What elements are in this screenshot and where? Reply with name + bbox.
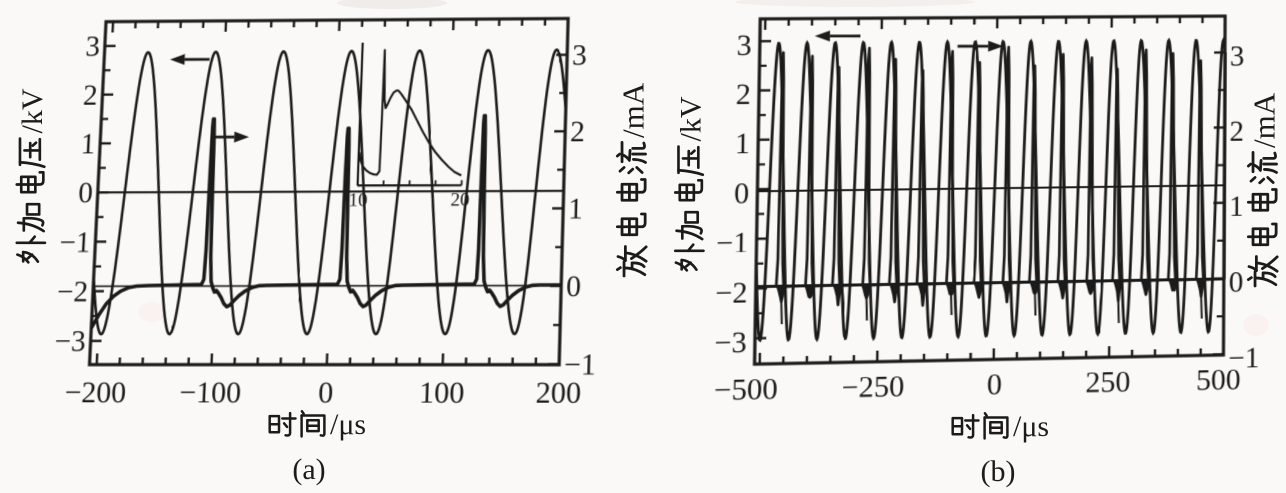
svg-text:(a): (a) (292, 453, 325, 486)
svg-text:0: 0 (78, 177, 94, 210)
svg-text:200: 200 (535, 376, 581, 410)
svg-text:0: 0 (987, 368, 1002, 402)
svg-text:0: 0 (1229, 265, 1244, 298)
svg-text:0: 0 (734, 176, 750, 210)
svg-text:1: 1 (1229, 190, 1244, 223)
svg-text:3: 3 (85, 31, 101, 63)
svg-text:0: 0 (566, 270, 582, 303)
svg-text:20: 20 (450, 190, 470, 211)
svg-text:100: 100 (419, 376, 465, 410)
svg-text:/kV: /kV (675, 96, 708, 141)
svg-text:/kV: /kV (16, 88, 49, 133)
svg-text:−1: −1 (1228, 341, 1259, 375)
svg-text:−3: −3 (54, 325, 87, 358)
svg-text:−3: −3 (714, 325, 747, 359)
svg-text:1: 1 (80, 128, 96, 161)
svg-text:0: 0 (318, 376, 334, 410)
svg-text:−250: −250 (841, 369, 905, 404)
svg-text:/mA: /mA (616, 82, 651, 138)
svg-text:2: 2 (1229, 115, 1244, 148)
svg-text:2: 2 (82, 79, 98, 112)
svg-text:500: 500 (1196, 363, 1241, 397)
svg-text:10: 10 (348, 190, 368, 211)
svg-text:250: 250 (1085, 365, 1130, 399)
svg-text:−1: −1 (564, 348, 597, 382)
svg-text:2: 2 (570, 116, 586, 149)
svg-text:−200: −200 (64, 376, 127, 410)
svg-text:3: 3 (1230, 40, 1245, 73)
svg-text:−500: −500 (714, 372, 778, 407)
svg-text:−2: −2 (715, 276, 748, 310)
svg-text:/μs: /μs (330, 408, 366, 441)
svg-text:3: 3 (572, 39, 588, 72)
svg-text:/μs: /μs (1013, 410, 1049, 443)
svg-text:2: 2 (736, 78, 752, 111)
svg-text:−1: −1 (59, 226, 91, 259)
svg-text:−2: −2 (56, 275, 89, 308)
svg-text:(b): (b) (981, 455, 1016, 488)
svg-text:−1: −1 (716, 226, 749, 260)
svg-text:/mA: /mA (1247, 92, 1282, 148)
svg-text:1: 1 (568, 192, 584, 225)
svg-text:1: 1 (735, 127, 751, 160)
svg-text:−100: −100 (179, 376, 242, 410)
svg-text:3: 3 (736, 28, 752, 61)
